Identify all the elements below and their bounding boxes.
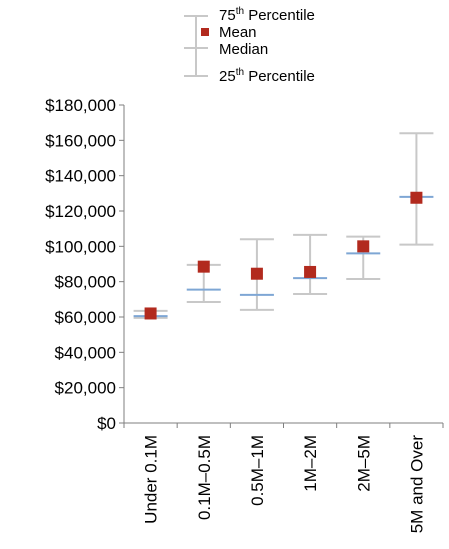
category-group [239,238,274,311]
category-group [346,235,381,281]
y-tick-label: $40,000 [55,343,116,362]
y-tick-label: $140,000 [45,167,116,186]
plot-area [133,132,434,320]
x-tick-label: 2M–5M [354,435,373,492]
mean-marker [304,265,317,278]
x-tick-label: 5M and Over [407,435,426,534]
category-group [399,132,434,246]
legend-p25-label: 25th Percentile [219,67,315,85]
legend-mean-label: Mean [219,24,257,41]
x-tick-label: 1M–2M [301,435,320,492]
mean-marker [197,260,210,273]
x-tick-label: 0.5M–1M [248,435,267,506]
y-tick-label: $160,000 [45,131,116,150]
category-group [133,307,168,320]
y-tick-label: $60,000 [55,308,116,327]
y-tick-label: $120,000 [45,202,116,221]
legend-p25-superscript: th [236,67,244,78]
mean-marker [357,240,370,253]
mean-marker [410,191,423,204]
y-axis: $0 $20,000 $40,000 $60,000 $80,000 $100,000 $1… [45,96,125,433]
legend-p75-superscript: th [236,6,244,17]
y-tick-label: $80,000 [55,273,116,292]
x-tick-label: 0.1M–0.5M [195,435,214,520]
y-tick-label: $20,000 [55,379,116,398]
legend: 75th Percentile Mean Median 25th Percent… [184,6,315,85]
category-group [293,233,328,296]
legend-p75-label: 75th Percentile [219,6,315,24]
legend-mean-marker [201,28,209,36]
y-tick-label: $180,000 [45,96,116,115]
x-axis: Under 0.1M 0.1M–0.5M 0.5M–1M 1M–2M 2M–5M 5M a… [123,422,444,534]
mean-marker [144,307,157,320]
y-tick-label: $0 [97,414,116,433]
legend-median-label: Median [219,41,268,58]
y-tick-label: $100,000 [45,237,116,256]
category-group [186,260,221,303]
x-tick-label: Under 0.1M [142,435,161,524]
mean-marker [250,267,263,280]
